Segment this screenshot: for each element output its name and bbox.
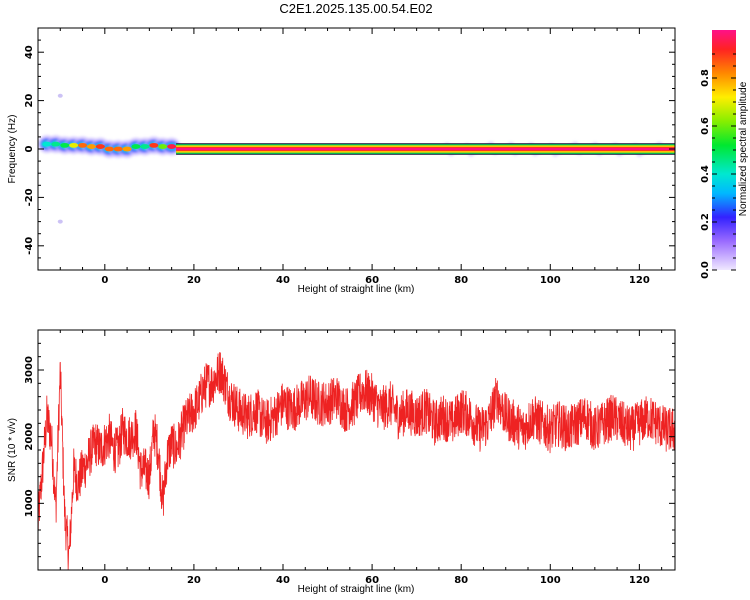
- snr-y-label: SNR (10 * v/v): [7, 418, 18, 482]
- chart-title: C2E1.2025.135.00.54.E02: [279, 1, 433, 16]
- spectrogram-y-tick-label: 40: [24, 45, 35, 59]
- spectrogram-outlier: [57, 93, 63, 98]
- spectrogram-x-tick-label: 0: [101, 275, 108, 286]
- spectrogram-y-tick-label: -40: [24, 237, 35, 255]
- snr-series-line: [38, 352, 675, 570]
- snr-x-tick-label: 60: [365, 575, 379, 586]
- snr-ticks: 0 20 40 60 80 100 120 1000 2000 3000: [24, 329, 675, 586]
- spectrogram-y-label: Frequency (Hz): [7, 115, 18, 184]
- snr-x-tick-label: 100: [540, 575, 561, 586]
- spectrogram-blob: [69, 142, 79, 148]
- spectrogram-x-tick-label: 60: [365, 275, 379, 286]
- snr-marks: [38, 352, 675, 570]
- colorbar: 0.0 0.2 0.4 0.6 0.8 Normalized spectral ampl…: [700, 30, 749, 279]
- spectrogram-x-tick-label: 100: [540, 275, 561, 286]
- spectrogram-ticks: 0 20 40 60 80 100 120 -40 -20 0 20 40: [24, 27, 675, 286]
- colorbar-label: Normalized spectral amplitude: [738, 81, 749, 216]
- snr-x-tick-label: 0: [101, 575, 108, 586]
- spectrogram-x-tick-label: 80: [454, 275, 468, 286]
- spectrogram-blob: [122, 146, 132, 152]
- spectrogram-x-tick-label: 40: [276, 275, 290, 286]
- spectrogram-band-layer: [176, 148, 675, 150]
- spectrogram-blob: [42, 141, 52, 147]
- snr-x-tick-label: 20: [187, 575, 201, 586]
- spectrogram-blob: [167, 144, 177, 149]
- spectrogram-blob: [113, 146, 123, 152]
- snr-x-tick-label: 40: [276, 575, 290, 586]
- colorbar-tick-label: 0.6: [700, 117, 711, 135]
- snr-x-label: Height of straight line (km): [298, 584, 415, 595]
- spectrogram-marks: [38, 93, 675, 224]
- snr-x-tick-label: 120: [629, 575, 650, 586]
- spectrogram-y-tick-label: 0: [24, 145, 35, 152]
- spectrogram-outlier: [57, 219, 63, 224]
- snr-panel: 0 20 40 60 80 100 120 1000 2000 3000 Height of st…: [7, 329, 676, 595]
- spectrogram-blob: [51, 141, 61, 147]
- colorbar-tick-label: 0.0: [700, 261, 711, 279]
- spectrogram-y-tick-label: -20: [24, 188, 35, 206]
- spectrogram-blob: [158, 144, 168, 149]
- spectrogram-blob: [86, 144, 96, 149]
- spectrogram-x-tick-label: 120: [629, 275, 650, 286]
- spectrogram-blob: [60, 142, 70, 148]
- snr-y-tick-label: 2000: [24, 423, 35, 451]
- spectrogram-x-label: Height of straight line (km): [298, 284, 415, 295]
- snr-y-tick-label: 1000: [24, 489, 35, 517]
- spectrogram-blob: [140, 144, 150, 149]
- colorbar-tick-label: 0.8: [700, 69, 711, 87]
- spectrogram-blob: [104, 146, 114, 152]
- spectrogram-blob: [95, 144, 105, 149]
- spectrogram-blob: [78, 142, 88, 148]
- colorbar-tick-label: 0.2: [700, 213, 711, 231]
- colorbar-tick-label: 0.4: [700, 165, 711, 183]
- spectrogram-blob: [149, 142, 159, 148]
- snr-y-tick-label: 3000: [24, 356, 35, 384]
- colorbar-gradient: [712, 30, 736, 270]
- spectrogram-panel: 0 20 40 60 80 100 120 -40 -20 0 20 40 Height of str…: [7, 27, 676, 295]
- spectrogram-x-tick-label: 20: [187, 275, 201, 286]
- snr-x-tick-label: 80: [454, 575, 468, 586]
- spectrogram-blob: [131, 144, 141, 149]
- spectrogram-y-tick-label: 20: [24, 94, 35, 108]
- colorbar-ticks: 0.0 0.2 0.4 0.6 0.8: [700, 53, 736, 279]
